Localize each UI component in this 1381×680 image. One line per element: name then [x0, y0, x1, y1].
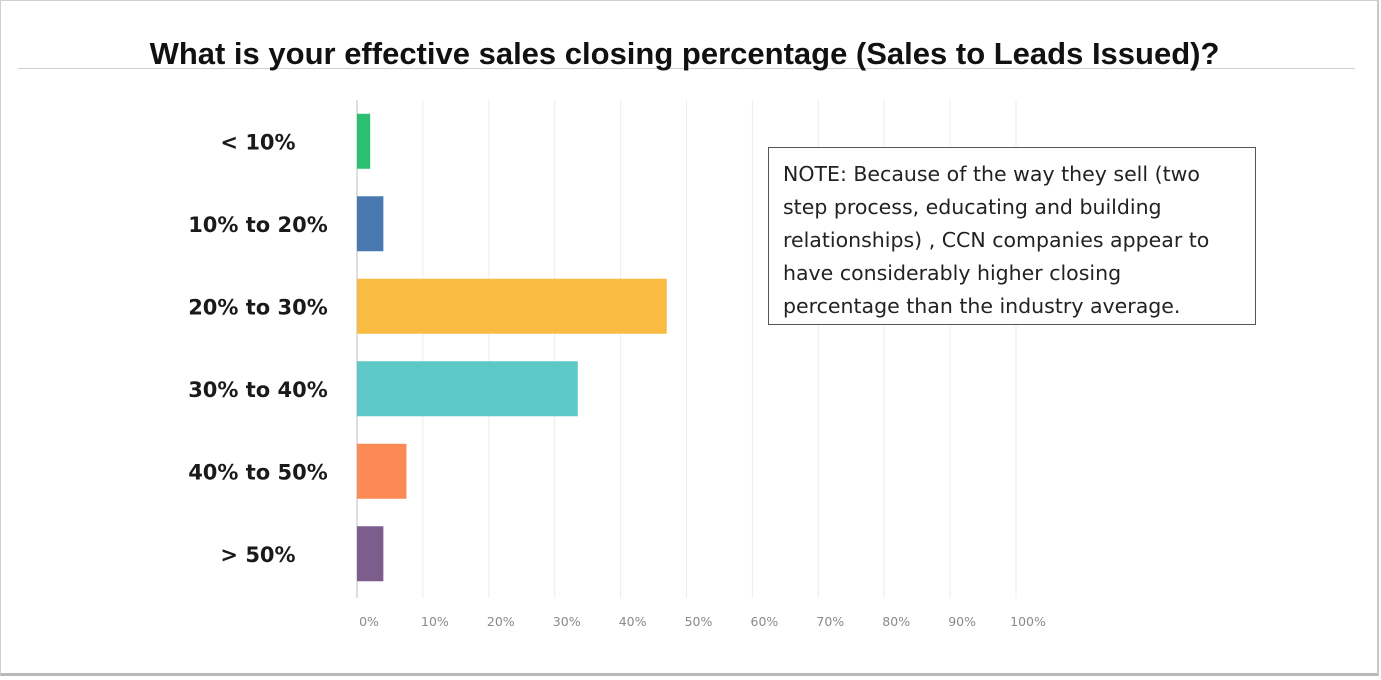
bar [357, 526, 384, 582]
category-label: 40% to 50% [188, 460, 328, 484]
x-tick-label: 10% [421, 614, 449, 629]
x-tick-label: 30% [553, 614, 581, 629]
x-tick-label: 80% [882, 614, 910, 629]
category-label: < 10% [220, 130, 295, 154]
x-tick-labels: 0% 10% 20% 30% 40% 50% 60% 70% 80% 90% 100% [359, 614, 1046, 629]
x-tick-label: 60% [751, 614, 779, 629]
gridlines [356, 100, 1017, 598]
note-box: NOTE: Because of the way they sell (two … [768, 147, 1256, 325]
x-tick-label: 70% [816, 614, 844, 629]
bar [357, 196, 384, 252]
bars [357, 113, 667, 582]
category-label: 10% to 20% [188, 213, 328, 237]
bar [357, 361, 578, 417]
x-tick-label: 20% [487, 614, 515, 629]
category-labels: < 10% 10% to 20% 20% to 30% 30% to 40% 40% t… [188, 130, 328, 567]
x-tick-label: 50% [685, 614, 713, 629]
x-tick-label: 90% [948, 614, 976, 629]
chart-title: What is your effective sales closing per… [149, 36, 1220, 71]
bar [357, 278, 667, 334]
x-tick-label: 0% [359, 614, 379, 629]
category-label: > 50% [220, 543, 295, 567]
bar [357, 443, 407, 499]
category-label: 20% to 30% [188, 295, 328, 319]
title-divider [18, 68, 1355, 69]
x-tick-label: 100% [1010, 614, 1046, 629]
bar [357, 113, 371, 169]
category-label: 30% to 40% [188, 378, 328, 402]
x-tick-label: 40% [619, 614, 647, 629]
